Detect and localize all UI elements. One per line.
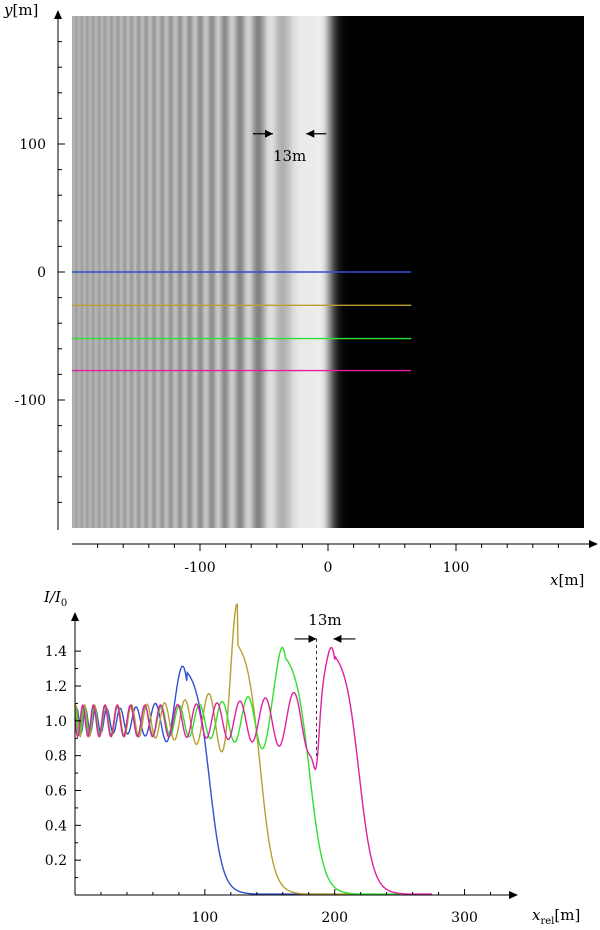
cut-lines	[72, 271, 412, 372]
y-axis-profile: 0.2 0.4 0.6 0.8 1.0 1.2 1.4	[45, 612, 81, 895]
profile-line	[74, 646, 433, 895]
x-tick-label: 200	[321, 910, 348, 926]
annotation-label: 13m	[308, 611, 341, 629]
x-axis-arrow	[509, 891, 518, 899]
y-tick-label: 0	[37, 265, 46, 281]
y-tick-label: 0.8	[45, 749, 67, 765]
arrow-head-left	[308, 634, 317, 643]
y-tick-label: 0.4	[45, 818, 67, 834]
x-tick-label: 300	[451, 910, 478, 926]
arrow-head-left	[264, 129, 273, 138]
arrow-head-right	[333, 634, 342, 643]
profile-line	[74, 603, 374, 895]
x-axis-label-profile: xrel[m]	[532, 906, 580, 927]
intensity-profile-panel: 13m 0.2 0.4 0.6 0.8 1.0 1.2 1.4 100 200 300 I/I0…	[43, 588, 580, 927]
width-annotation-top: 13m	[252, 129, 327, 165]
y-tick-label: 1.4	[45, 644, 67, 660]
y-axis-label: y[m]	[3, 1, 38, 19]
y-tick-label: 0.6	[45, 783, 67, 799]
y-tick-label: -100	[15, 393, 46, 409]
y-axis-arrow	[54, 10, 62, 19]
y-axis-arrow	[71, 612, 79, 621]
y-tick-label: 100	[19, 137, 46, 153]
width-annotation-bottom: 13m	[294, 611, 356, 760]
x-axis-label: x[m]	[550, 571, 584, 589]
x-axis-arrow	[589, 540, 598, 548]
x-tick-label: 100	[443, 560, 470, 576]
intensity-map-panel: 13m 100 0 -100 -100 0 100 y[m] x[m]	[3, 1, 598, 589]
arrow-head-right	[306, 129, 315, 138]
x-tick-label: 100	[191, 910, 218, 926]
x-tick-label: -100	[184, 560, 215, 576]
profile-line	[74, 665, 335, 895]
x-axis: -100 0 100	[72, 540, 598, 576]
y-tick-label: 1.2	[45, 679, 67, 695]
x-axis-profile: 100 200 300	[75, 889, 518, 926]
annotation-label: 13m	[273, 147, 306, 165]
profile-line	[74, 646, 400, 895]
y-axis: 100 0 -100	[15, 10, 65, 530]
y-axis-label-profile: I/I0	[43, 588, 67, 609]
profile-series	[74, 603, 433, 895]
y-tick-label: 0.2	[45, 853, 67, 869]
y-tick-label: 1.0	[45, 714, 67, 730]
x-tick-label: 0	[324, 560, 333, 576]
